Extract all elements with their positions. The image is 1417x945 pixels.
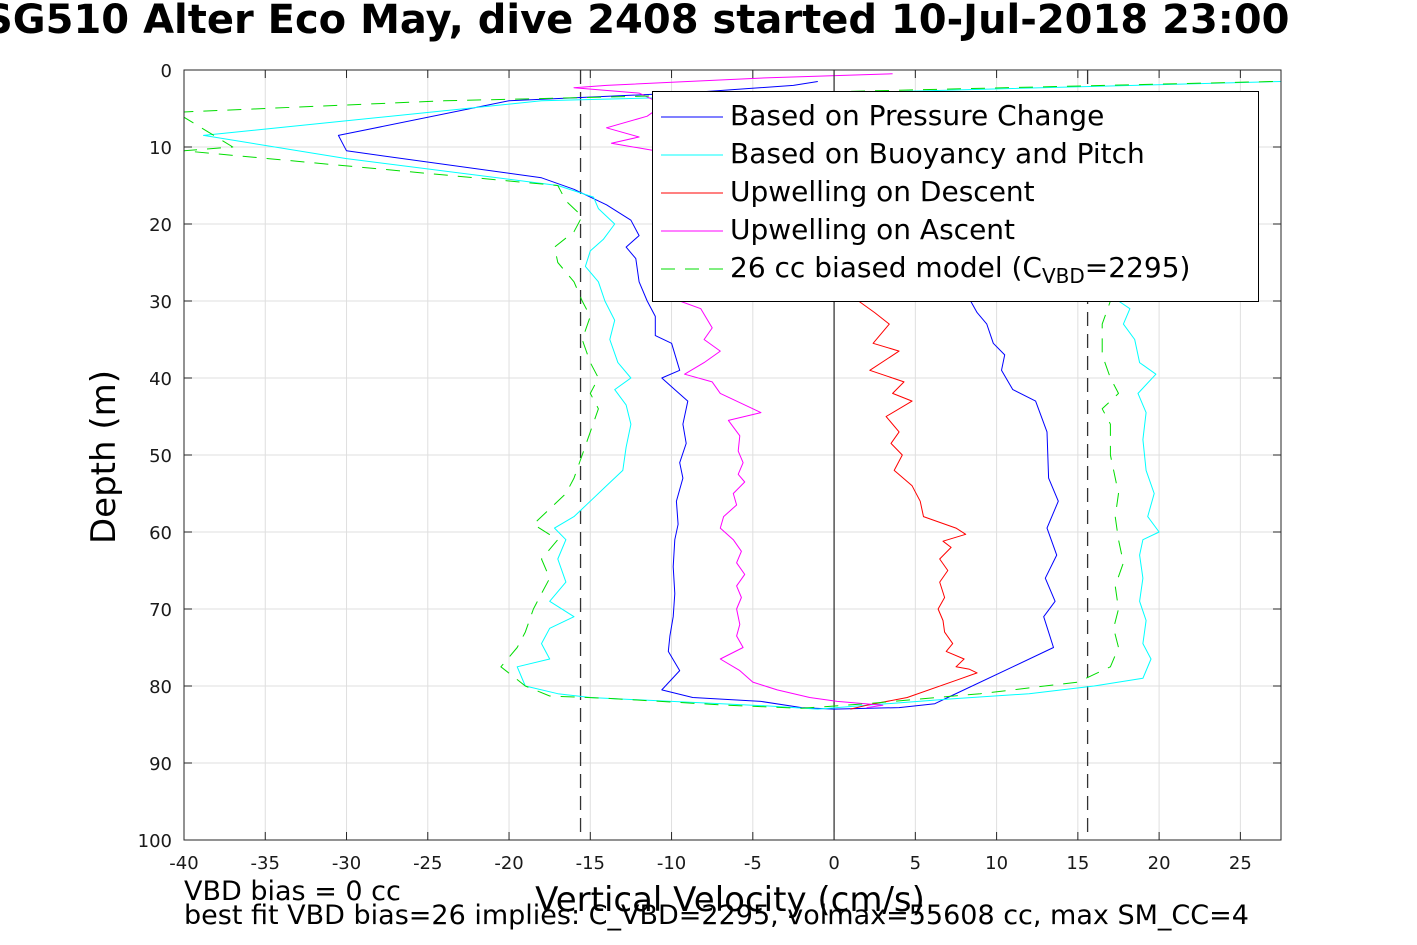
y-tick-label: 90 [149,754,172,775]
x-tick-label: -30 [332,853,361,874]
x-tick-label: 15 [1066,853,1089,874]
legend-label-pressure: Based on Pressure Change [730,99,1105,132]
x-tick-label: 0 [828,853,839,874]
legend-label-biased-suffix: =2295) [1084,251,1191,284]
x-tick-label: -40 [169,853,198,874]
x-tick-label: 25 [1229,853,1252,874]
x-tick-label: 10 [985,853,1008,874]
legend-item-upwelling-descent: Upwelling on Descent [653,173,1258,211]
y-tick-label: 10 [149,138,172,159]
legend-item-pressure: Based on Pressure Change [653,97,1258,135]
y-tick-label: 20 [149,215,172,236]
legend-label-biased-sub: VBD [1041,264,1085,288]
legend-label-upwelling-descent: Upwelling on Descent [730,175,1035,208]
series-line-1 [203,81,1281,710]
y-axis-label: Depth (m) [84,369,124,545]
y-tick-label: 70 [149,600,172,621]
x-tick-label: 5 [910,853,921,874]
y-tick-label: 0 [161,61,172,82]
x-tick-label: -20 [494,853,523,874]
legend: Based on Pressure Change Based on Buoyan… [652,91,1259,302]
x-tick-label: -25 [413,853,442,874]
series-line-0 [337,81,1059,710]
legend-label-buoyancy: Based on Buoyancy and Pitch [730,137,1145,170]
y-tick-label: 30 [149,292,172,313]
legend-item-biased-model: 26 cc biased model (CVBD=2295) [653,249,1258,288]
y-tick-label: 100 [138,831,172,852]
axis-ticks: -40 -35 -30 -25 -20 -15 -10 -5 0 5 10 15 20 25 0 10 20 30… [138,61,1281,874]
y-tick-label: 80 [149,677,172,698]
legend-label-upwelling-ascent: Upwelling on Ascent [730,213,1016,246]
y-tick-label: 60 [149,523,172,544]
x-tick-label: -35 [251,853,280,874]
x-tick-label: -10 [657,853,686,874]
chart-title-text: SG510 Alter Eco May, dive 2408 started 1… [0,0,1290,43]
series-line-2 [850,300,978,710]
legend-label-biased-prefix: 26 cc biased model (C [730,251,1042,284]
vbd-bias-note: VBD bias = 0 cc [184,876,401,907]
x-tick-label: -5 [744,853,762,874]
x-tick-label: -15 [576,853,605,874]
legend-item-buoyancy: Based on Buoyancy and Pitch [653,135,1258,173]
best-fit-note: best fit VBD bias=26 implies: C_VBD=2295… [184,900,1249,931]
legend-item-upwelling-ascent: Upwelling on Ascent [653,211,1258,249]
series-layer [184,73,1281,710]
x-axis-label: Vertical Velocity (cm/s) [535,880,925,920]
x-tick-label: 20 [1148,853,1171,874]
series-line-4 [184,81,1273,709]
y-tick-label: 40 [149,369,172,390]
series-line-3 [573,73,893,709]
y-tick-label: 50 [149,446,172,467]
legend-label-biased-model: 26 cc biased model (CVBD=2295) [730,251,1190,293]
